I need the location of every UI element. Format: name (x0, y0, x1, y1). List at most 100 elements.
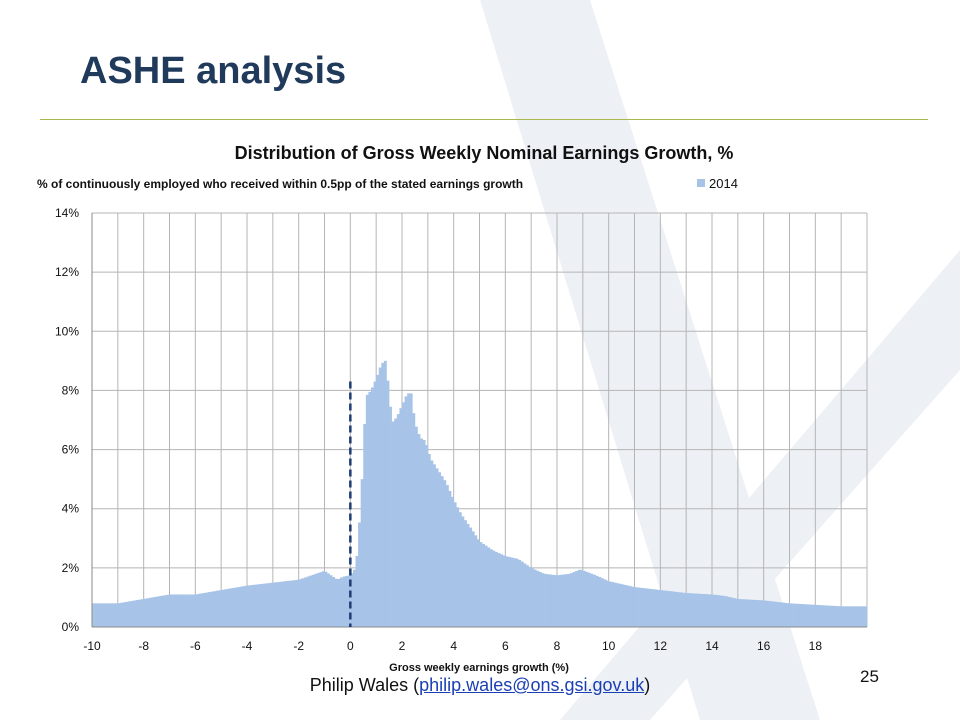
histogram-bar (639, 587, 643, 627)
x-tick-label: -4 (242, 639, 253, 653)
histogram-bar (673, 591, 677, 627)
histogram-bar (216, 590, 219, 627)
histogram-bar (670, 591, 674, 627)
histogram-bar (391, 421, 395, 627)
histogram-bar (688, 593, 692, 627)
histogram-bar (678, 592, 682, 627)
histogram-bar (293, 580, 297, 627)
histogram-bar (730, 597, 733, 627)
histogram-bar (585, 571, 589, 627)
histogram-bar (151, 597, 155, 627)
author-email-link[interactable]: philip.wales@ons.gsi.gov.uk (419, 675, 645, 695)
histogram-bar (154, 596, 157, 627)
histogram-bar (859, 606, 863, 627)
histogram-bar (719, 595, 723, 627)
histogram-bar (626, 585, 630, 627)
x-tick-label: -8 (138, 639, 149, 653)
histogram-bar (484, 545, 488, 627)
histogram-bar (802, 604, 806, 627)
histogram-bar (177, 594, 181, 627)
histogram-bar (528, 566, 532, 627)
histogram-bar (327, 573, 330, 627)
histogram-bar (371, 387, 374, 627)
histogram-bar (774, 601, 777, 627)
histogram-bar (166, 594, 170, 627)
histogram-bar (520, 561, 524, 627)
histogram-bar (709, 594, 713, 627)
histogram-bar (701, 593, 705, 627)
histogram-bar (743, 599, 746, 627)
histogram-bar (363, 423, 367, 627)
histogram-bar (745, 599, 749, 627)
histogram-bar (567, 573, 571, 627)
histogram-bar (471, 531, 475, 627)
histogram-bar (533, 569, 537, 627)
histogram-bar (394, 418, 398, 627)
histogram-bar (422, 439, 426, 627)
histogram-bar (582, 570, 586, 627)
histogram-bar (732, 598, 736, 627)
histogram-bar (683, 592, 687, 627)
histogram-bar (159, 596, 163, 627)
histogram-bar (789, 603, 793, 627)
histogram-bar (110, 603, 113, 627)
histogram-bar (386, 380, 390, 627)
histogram-bar (182, 594, 186, 627)
histogram-bar (161, 595, 165, 627)
histogram-bar (551, 574, 555, 627)
histogram-bar (272, 582, 276, 627)
histogram-bar (482, 543, 485, 627)
histogram-bar (187, 594, 191, 627)
histogram-bar (236, 587, 240, 627)
legend-label-2014: 2014 (709, 176, 738, 191)
histogram-bar (577, 569, 581, 627)
histogram-bar (443, 480, 447, 627)
histogram-bar (838, 606, 842, 627)
histogram-bar (487, 547, 491, 627)
histogram-bar (203, 592, 206, 627)
histogram-bar (823, 605, 826, 627)
histogram-bar (324, 571, 328, 627)
histogram-bar (133, 600, 137, 627)
histogram-bar (337, 578, 341, 627)
histogram-bar (283, 581, 287, 627)
y-tick-label: 0% (62, 620, 80, 634)
histogram-bar (792, 603, 795, 627)
histogram-bar (309, 575, 312, 627)
histogram-bar (843, 606, 847, 627)
chart-subtitle: % of continuously employed who received … (37, 177, 523, 191)
histogram-bar (848, 606, 852, 627)
histogram-bar (270, 582, 274, 627)
histogram-bar (469, 527, 473, 627)
y-tick-label: 4% (62, 502, 80, 516)
histogram-bar (185, 594, 188, 627)
histogram-bar (706, 594, 710, 627)
histogram-bar (278, 581, 281, 627)
histogram-bar (141, 599, 144, 627)
histogram-bar (430, 460, 434, 627)
histogram-bar (776, 602, 780, 627)
histogram-bar (740, 599, 744, 627)
histogram-bar (513, 558, 516, 627)
histogram-bar (755, 600, 759, 627)
histogram-bar (303, 577, 307, 627)
histogram-bar (817, 605, 821, 627)
histogram-bar (352, 569, 356, 627)
histogram-bar (495, 551, 498, 627)
histogram-bar (247, 585, 250, 627)
histogram-bar (724, 596, 728, 627)
histogram-bar (414, 426, 418, 627)
histogram-bar (541, 573, 545, 627)
histogram-bar (784, 602, 788, 627)
histogram-bar (758, 600, 762, 627)
histogram-bar (675, 591, 679, 627)
histogram-bar (210, 591, 214, 627)
histogram-bar (650, 589, 653, 627)
histogram-bar (365, 394, 369, 627)
histogram-bar (608, 581, 612, 627)
histogram-bar (753, 599, 757, 627)
x-tick-label: 16 (757, 639, 771, 653)
histogram-bar (629, 586, 633, 627)
histogram-bar (864, 606, 868, 627)
